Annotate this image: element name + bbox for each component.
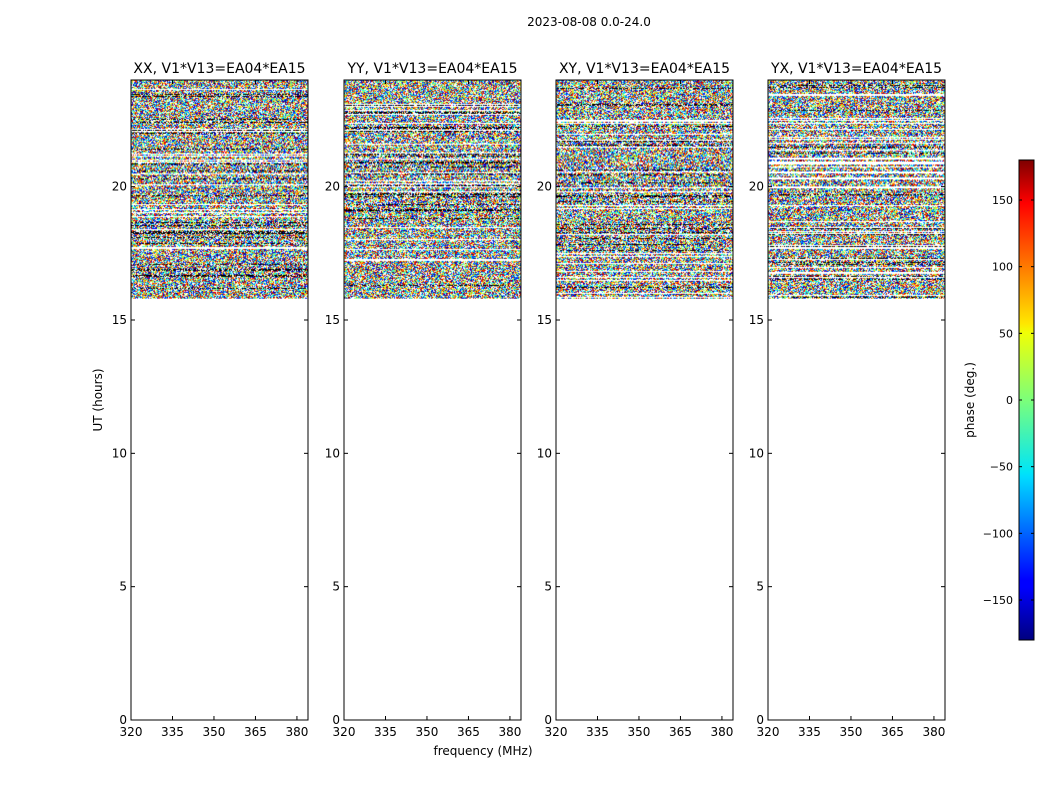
x-tick-label-xy: 320 [545, 725, 568, 739]
x-tick-label-yy: 365 [457, 725, 480, 739]
x-tick-label-xy: 365 [669, 725, 692, 739]
x-tick-label-yx: 335 [798, 725, 821, 739]
x-tick-label-xy: 380 [710, 725, 733, 739]
y-tick-label-yx: 5 [756, 580, 764, 594]
y-tick-label-xy: 5 [544, 580, 552, 594]
x-tick-label-yx: 350 [840, 725, 863, 739]
colorbar-tick-label: −50 [990, 461, 1013, 474]
panel-yy: YY, V1*V13=EA04*EA15 320 335 350 365 380 0 5 10 1… [325, 61, 533, 758]
y-tick-label-yy: 0 [332, 713, 340, 727]
x-tick-label-yx: 320 [757, 725, 780, 739]
colorbar-label: phase (deg.) [963, 362, 977, 438]
y-tick-label-yx: 15 [749, 313, 764, 327]
colorbar: 150 100 50 0 −50 −100 −150 phase (deg.) [963, 159, 1035, 641]
x-axis-label: frequency (MHz) [433, 744, 532, 758]
y-tick-label-xy: 20 [537, 180, 552, 194]
x-tick-label-xy: 335 [586, 725, 609, 739]
x-tick-label-yx: 380 [922, 725, 945, 739]
x-tick-label-xx: 335 [161, 725, 184, 739]
panel-xy: XY, V1*V13=EA04*EA15 320 335 350 365 380 0 5 10 1… [537, 61, 734, 739]
panel-xx: XX, V1*V13=EA04*EA15 320 335 350 365 380 0 5 10 1… [91, 61, 309, 739]
y-tick-label-yy: 20 [325, 180, 340, 194]
y-axis-label: UT (hours) [91, 368, 105, 431]
figure-title: 2023-08-08 0.0-24.0 [527, 15, 651, 29]
y-tick-label-xx: 5 [119, 580, 127, 594]
colorbar-tick-label: 0 [1006, 394, 1013, 407]
x-tick-label-xx: 380 [285, 725, 308, 739]
y-tick-label-xy: 0 [544, 713, 552, 727]
axes-frame-yx [767, 79, 946, 721]
colorbar-tick-label: −100 [983, 527, 1013, 540]
y-tick-label-xx: 20 [112, 180, 127, 194]
x-tick-label-xx: 320 [120, 725, 143, 739]
colorbar-tick-label: 50 [999, 327, 1013, 340]
x-tick-label-yx: 365 [881, 725, 904, 739]
axes-frame-xx [130, 79, 309, 721]
y-tick-label-yy: 15 [325, 313, 340, 327]
colorbar-tick-label: −150 [983, 594, 1013, 607]
panel-yx: YX, V1*V13=EA04*EA15 320 335 350 365 380 0 5 10 1… [749, 61, 946, 739]
panel-title-xy: XY, V1*V13=EA04*EA15 [559, 61, 730, 77]
x-tick-label-yy: 380 [498, 725, 521, 739]
panel-title-xx: XX, V1*V13=EA04*EA15 [133, 61, 305, 77]
y-tick-label-yx: 10 [749, 446, 764, 460]
y-tick-label-yy: 10 [325, 446, 340, 460]
x-tick-label-xy: 350 [628, 725, 651, 739]
colorbar-tick-label: 100 [992, 261, 1013, 274]
phase-image-xx [131, 80, 308, 299]
axes-frame-yy [343, 79, 522, 721]
phase-image-xy [556, 80, 733, 299]
y-tick-label-xx: 10 [112, 446, 127, 460]
panel-title-yy: YY, V1*V13=EA04*EA15 [346, 61, 517, 77]
y-tick-label-yx: 0 [756, 713, 764, 727]
colorbar-ticks: 150 100 50 0 −50 −100 −150 [983, 194, 1034, 607]
y-tick-label-xx: 15 [112, 313, 127, 327]
y-tick-label-xy: 15 [537, 313, 552, 327]
x-tick-label-xx: 365 [244, 725, 267, 739]
x-tick-label-yy: 335 [374, 725, 397, 739]
y-tick-label-yx: 20 [749, 180, 764, 194]
panels: XX, V1*V13=EA04*EA15 320 335 350 365 380 0 5 10 1… [91, 61, 946, 758]
axes-frame-xy [555, 79, 734, 721]
y-tick-label-yy: 5 [332, 580, 340, 594]
phase-image-yy [344, 80, 521, 299]
panel-title-yx: YX, V1*V13=EA04*EA15 [770, 61, 942, 77]
x-tick-label-yy: 350 [416, 725, 439, 739]
y-tick-label-xy: 10 [537, 446, 552, 460]
phase-image-yx [768, 80, 945, 299]
x-tick-label-yy: 320 [333, 725, 356, 739]
colorbar-tick-label: 150 [992, 194, 1013, 207]
y-tick-label-xx: 0 [119, 713, 127, 727]
x-tick-label-xx: 350 [203, 725, 226, 739]
